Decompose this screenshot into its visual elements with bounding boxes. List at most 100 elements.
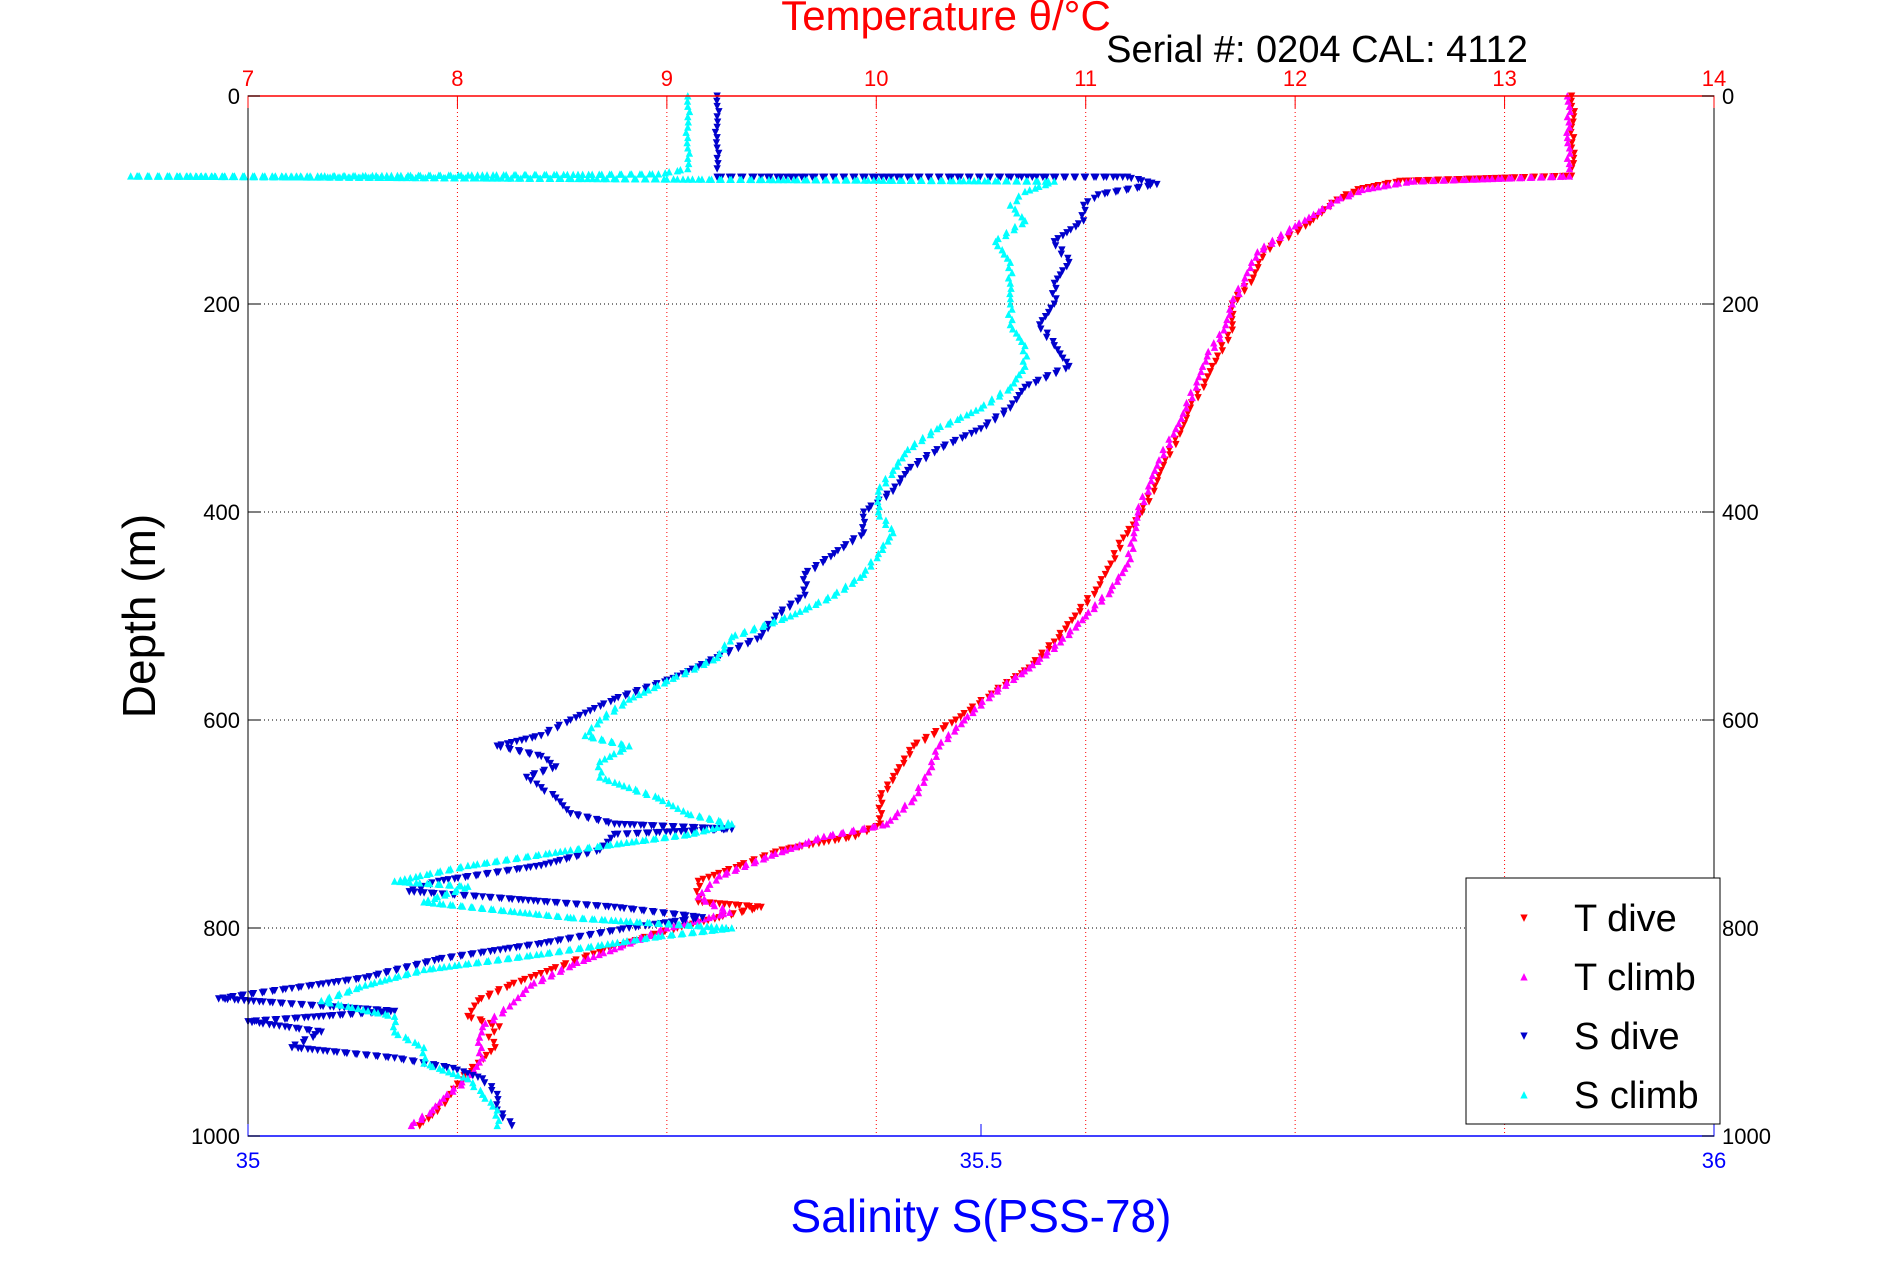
data-point-t-climb bbox=[837, 829, 845, 837]
data-point-s-dive bbox=[787, 173, 795, 181]
data-point-s-dive bbox=[642, 829, 651, 837]
data-point-s-climb bbox=[336, 173, 344, 181]
data-point-s-climb bbox=[626, 917, 635, 926]
data-point-s-dive bbox=[443, 1063, 451, 1072]
data-point-t-dive bbox=[467, 1014, 476, 1023]
data-point-s-dive bbox=[487, 1083, 496, 1091]
data-point-s-climb bbox=[898, 176, 906, 184]
data-point-s-dive bbox=[811, 564, 819, 573]
data-point-t-climb bbox=[1121, 564, 1129, 572]
data-point-s-climb bbox=[461, 174, 470, 182]
data-point-t-climb bbox=[1315, 207, 1323, 216]
data-point-t-climb bbox=[1565, 123, 1574, 131]
data-point-t-climb bbox=[721, 870, 730, 878]
data-point-s-climb bbox=[561, 846, 569, 855]
data-point-s-climb bbox=[307, 173, 315, 181]
data-point-s-climb bbox=[155, 172, 163, 180]
data-point-s-dive bbox=[632, 688, 640, 697]
data-point-s-climb bbox=[720, 645, 728, 653]
data-point-t-climb bbox=[1333, 196, 1341, 204]
data-point-s-climb bbox=[881, 520, 890, 528]
data-point-t-climb bbox=[1195, 372, 1203, 381]
data-point-t-climb bbox=[449, 1087, 457, 1095]
data-point-t-climb bbox=[694, 892, 702, 901]
data-point-t-dive bbox=[1224, 336, 1232, 345]
data-point-s-climb bbox=[376, 977, 384, 985]
data-point-t-dive bbox=[1569, 134, 1578, 142]
data-point-s-climb bbox=[421, 1054, 429, 1062]
data-point-s-climb bbox=[240, 172, 249, 181]
data-point-t-climb bbox=[791, 842, 800, 851]
data-point-s-dive bbox=[544, 729, 552, 737]
data-point-t-dive bbox=[699, 875, 707, 884]
data-point-t-climb bbox=[477, 1028, 486, 1036]
data-point-t-dive bbox=[1076, 608, 1084, 616]
data-point-s-climb bbox=[944, 420, 952, 428]
data-point-t-dive bbox=[748, 906, 756, 914]
data-point-s-climb bbox=[843, 176, 851, 184]
data-point-t-dive bbox=[875, 815, 884, 823]
data-point-t-climb bbox=[1210, 343, 1219, 351]
data-point-s-climb bbox=[875, 176, 883, 184]
y-axis-label: Depth (m) bbox=[113, 514, 165, 718]
data-point-t-dive bbox=[490, 1028, 498, 1036]
data-point-s-climb bbox=[326, 999, 335, 1007]
data-point-s-climb bbox=[928, 176, 936, 185]
data-point-s-dive bbox=[616, 926, 624, 934]
data-point-s-dive bbox=[310, 1013, 318, 1021]
data-point-s-dive bbox=[604, 903, 613, 911]
top-tick-label: 7 bbox=[242, 66, 254, 91]
data-point-s-dive bbox=[223, 995, 232, 1004]
data-point-s-climb bbox=[636, 170, 644, 178]
data-point-s-climb bbox=[135, 172, 144, 180]
data-point-t-dive bbox=[1340, 193, 1348, 202]
data-point-t-dive bbox=[1077, 603, 1085, 612]
bottom-tick-label: 36 bbox=[1702, 1148, 1726, 1173]
data-point-s-climb bbox=[394, 1030, 402, 1039]
data-point-s-climb bbox=[1003, 177, 1012, 185]
data-point-s-climb bbox=[445, 962, 454, 970]
data-point-s-climb bbox=[498, 174, 506, 182]
data-point-s-climb bbox=[542, 850, 550, 858]
data-point-s-climb bbox=[425, 898, 433, 907]
data-point-s-dive bbox=[896, 479, 904, 487]
data-point-s-dive bbox=[297, 1045, 306, 1053]
data-point-t-dive bbox=[900, 755, 909, 763]
data-point-s-climb bbox=[926, 430, 935, 439]
data-point-s-dive bbox=[610, 820, 619, 828]
data-point-s-climb bbox=[260, 172, 269, 181]
data-point-t-climb bbox=[951, 727, 959, 735]
data-point-t-climb bbox=[610, 944, 619, 953]
data-point-s-climb bbox=[601, 755, 609, 763]
data-point-s-climb bbox=[632, 175, 640, 183]
data-point-s-climb bbox=[468, 903, 477, 911]
data-point-t-dive bbox=[1570, 108, 1579, 116]
data-point-t-dive bbox=[939, 725, 947, 733]
data-point-s-dive bbox=[341, 977, 349, 985]
data-point-t-climb bbox=[1050, 644, 1059, 653]
data-point-s-climb bbox=[535, 910, 543, 918]
data-point-s-dive bbox=[714, 160, 722, 168]
data-point-s-climb bbox=[570, 914, 578, 922]
data-point-s-climb bbox=[718, 822, 726, 830]
data-point-s-climb bbox=[431, 173, 439, 182]
data-point-t-dive bbox=[910, 742, 918, 750]
data-point-s-dive bbox=[498, 1110, 507, 1118]
data-point-s-climb bbox=[1008, 305, 1016, 313]
data-point-t-climb bbox=[1380, 182, 1388, 190]
data-point-t-climb bbox=[1129, 544, 1137, 552]
data-point-t-dive bbox=[1218, 342, 1226, 350]
left-tick-label: 200 bbox=[203, 292, 240, 317]
data-point-s-dive bbox=[508, 1122, 516, 1130]
data-point-t-climb bbox=[1469, 175, 1477, 183]
data-point-s-climb bbox=[420, 965, 428, 974]
data-point-s-climb bbox=[613, 938, 622, 946]
data-point-s-climb bbox=[813, 176, 821, 184]
data-point-t-climb bbox=[1147, 476, 1155, 485]
data-point-t-climb bbox=[1354, 187, 1363, 196]
data-point-s-climb bbox=[769, 175, 777, 184]
data-point-t-climb bbox=[1566, 107, 1574, 116]
data-point-s-dive bbox=[1007, 173, 1015, 181]
data-point-s-dive bbox=[926, 173, 934, 181]
left-tick-label: 400 bbox=[203, 500, 240, 525]
